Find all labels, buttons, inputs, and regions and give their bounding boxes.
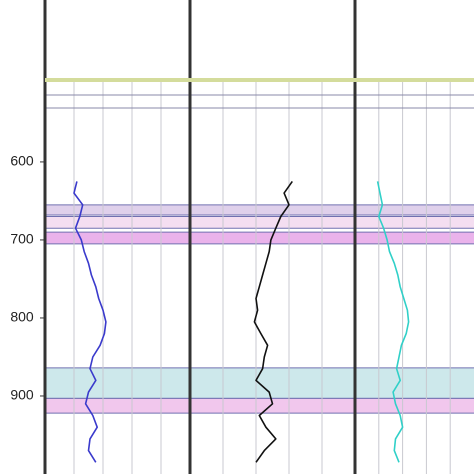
depth-axis: 600 700 800 900 <box>10 153 45 403</box>
zone <box>45 216 474 229</box>
zone <box>45 398 474 414</box>
y-tick-label: 900 <box>10 387 34 403</box>
log-curve <box>253 180 293 463</box>
log-curve <box>376 181 410 463</box>
zone <box>45 232 474 244</box>
y-tick-label: 800 <box>10 309 34 325</box>
y-tick-label: 700 <box>10 231 34 247</box>
zone <box>45 204 474 215</box>
grid <box>73 80 451 474</box>
curves <box>73 180 410 463</box>
y-tick-label: 600 <box>10 153 34 169</box>
log-curve <box>73 181 107 463</box>
